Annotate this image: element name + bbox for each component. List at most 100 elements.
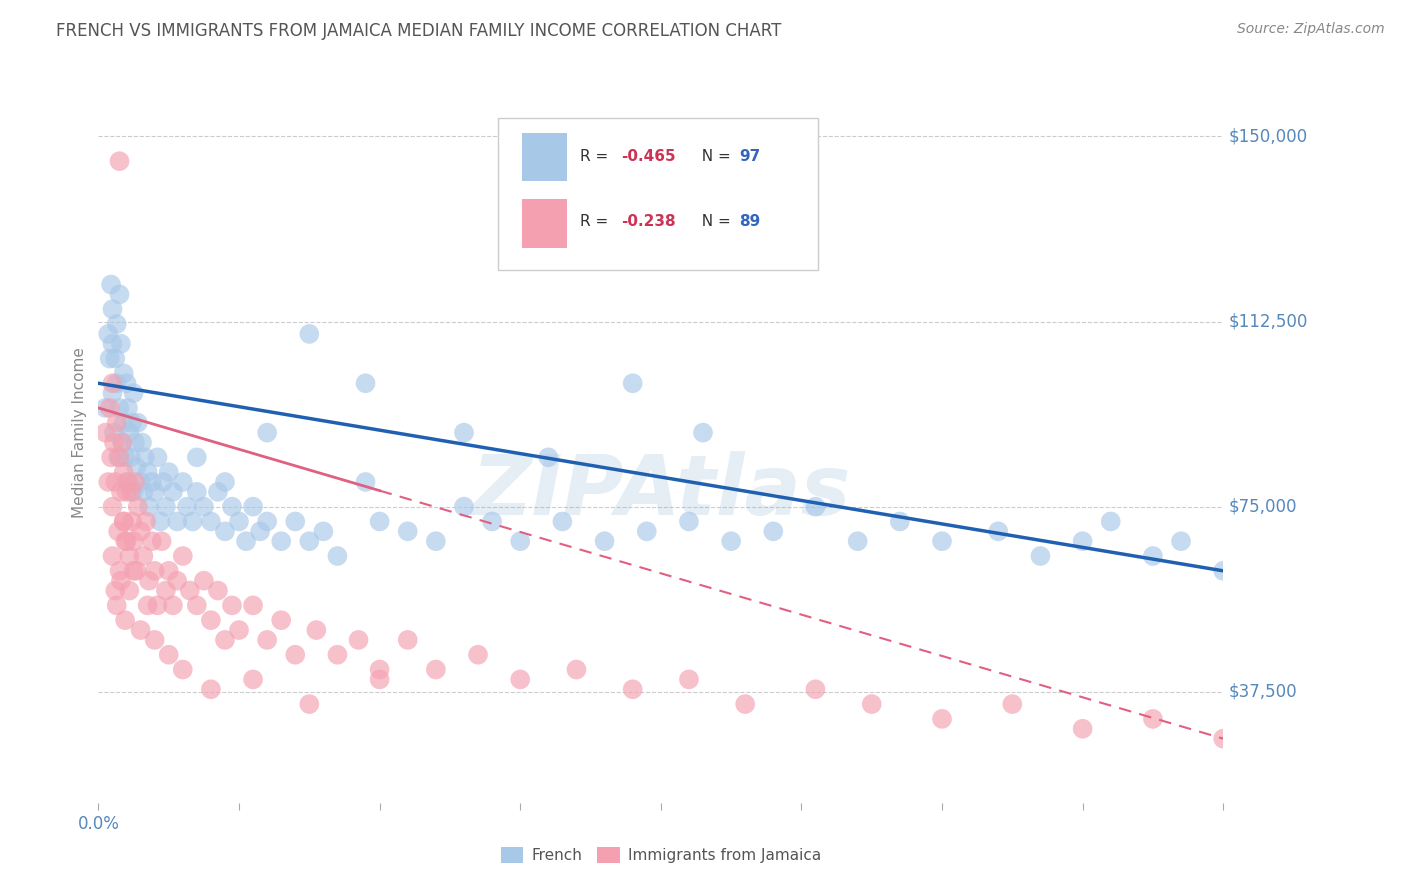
Point bbox=[889, 515, 911, 529]
Point bbox=[214, 475, 236, 489]
Point bbox=[621, 682, 644, 697]
Point bbox=[107, 524, 129, 539]
Point bbox=[132, 484, 155, 499]
Point bbox=[101, 336, 124, 351]
Point bbox=[127, 416, 149, 430]
Point bbox=[98, 401, 121, 415]
Point bbox=[155, 583, 177, 598]
Point bbox=[141, 475, 163, 489]
Point bbox=[115, 534, 138, 549]
Point bbox=[326, 549, 349, 563]
Point bbox=[136, 465, 159, 479]
Point bbox=[104, 583, 127, 598]
Point bbox=[101, 500, 124, 514]
Point bbox=[425, 663, 447, 677]
Point bbox=[114, 534, 136, 549]
Point bbox=[98, 351, 121, 366]
Point bbox=[207, 484, 229, 499]
Point bbox=[678, 673, 700, 687]
Point bbox=[104, 475, 127, 489]
Point bbox=[103, 425, 125, 440]
Point bbox=[270, 613, 292, 627]
Text: N =: N = bbox=[692, 214, 735, 229]
Point bbox=[593, 534, 616, 549]
Point bbox=[720, 534, 742, 549]
Text: 89: 89 bbox=[740, 214, 761, 229]
Point bbox=[354, 376, 377, 391]
Point bbox=[221, 599, 243, 613]
Point bbox=[132, 549, 155, 563]
Point bbox=[143, 484, 166, 499]
Point bbox=[200, 682, 222, 697]
Point bbox=[115, 376, 138, 391]
Point bbox=[186, 484, 208, 499]
Point bbox=[298, 697, 321, 711]
Point bbox=[166, 574, 188, 588]
Point bbox=[122, 484, 145, 499]
Point bbox=[172, 549, 194, 563]
Point bbox=[176, 500, 198, 514]
Point bbox=[149, 515, 172, 529]
Text: 97: 97 bbox=[740, 149, 761, 164]
Point bbox=[214, 632, 236, 647]
Point bbox=[101, 386, 124, 401]
Point bbox=[453, 425, 475, 440]
Point bbox=[256, 515, 278, 529]
Point bbox=[103, 435, 125, 450]
Point bbox=[97, 475, 120, 489]
Point bbox=[115, 484, 138, 499]
Point bbox=[105, 599, 128, 613]
Point bbox=[537, 450, 560, 465]
FancyBboxPatch shape bbox=[523, 133, 568, 181]
Point bbox=[172, 475, 194, 489]
Point bbox=[242, 599, 264, 613]
Point bbox=[166, 515, 188, 529]
Text: -0.465: -0.465 bbox=[621, 149, 676, 164]
Point bbox=[396, 632, 419, 647]
Point bbox=[141, 534, 163, 549]
Point bbox=[1212, 564, 1234, 578]
Point bbox=[94, 401, 117, 415]
Point bbox=[1142, 549, 1164, 563]
Point bbox=[122, 534, 145, 549]
Point bbox=[117, 475, 139, 489]
Point bbox=[298, 534, 321, 549]
Point bbox=[368, 663, 391, 677]
Point bbox=[1029, 549, 1052, 563]
Point bbox=[621, 376, 644, 391]
Point bbox=[1071, 722, 1094, 736]
Point bbox=[298, 326, 321, 341]
FancyBboxPatch shape bbox=[498, 118, 818, 269]
Point bbox=[108, 564, 131, 578]
Point bbox=[146, 450, 169, 465]
Point bbox=[804, 682, 827, 697]
Point bbox=[157, 648, 180, 662]
Point bbox=[101, 302, 124, 317]
Point bbox=[120, 484, 142, 499]
Point bbox=[270, 534, 292, 549]
Point bbox=[150, 534, 173, 549]
Point bbox=[105, 317, 128, 331]
Point bbox=[509, 534, 531, 549]
Point bbox=[108, 154, 131, 169]
Point bbox=[124, 435, 146, 450]
Point bbox=[242, 673, 264, 687]
Point bbox=[256, 632, 278, 647]
Y-axis label: Median Family Income: Median Family Income bbox=[72, 347, 87, 518]
Point bbox=[481, 515, 503, 529]
Point bbox=[987, 524, 1010, 539]
Text: $150,000: $150,000 bbox=[1229, 128, 1308, 145]
Point bbox=[221, 500, 243, 514]
Point bbox=[200, 613, 222, 627]
Point bbox=[121, 416, 143, 430]
Point bbox=[143, 632, 166, 647]
Point bbox=[179, 583, 201, 598]
Point bbox=[931, 712, 953, 726]
Point bbox=[108, 401, 131, 415]
Point bbox=[112, 515, 135, 529]
Point bbox=[846, 534, 869, 549]
Point bbox=[453, 500, 475, 514]
Point bbox=[249, 524, 271, 539]
Text: $112,500: $112,500 bbox=[1229, 312, 1308, 331]
Point bbox=[193, 574, 215, 588]
